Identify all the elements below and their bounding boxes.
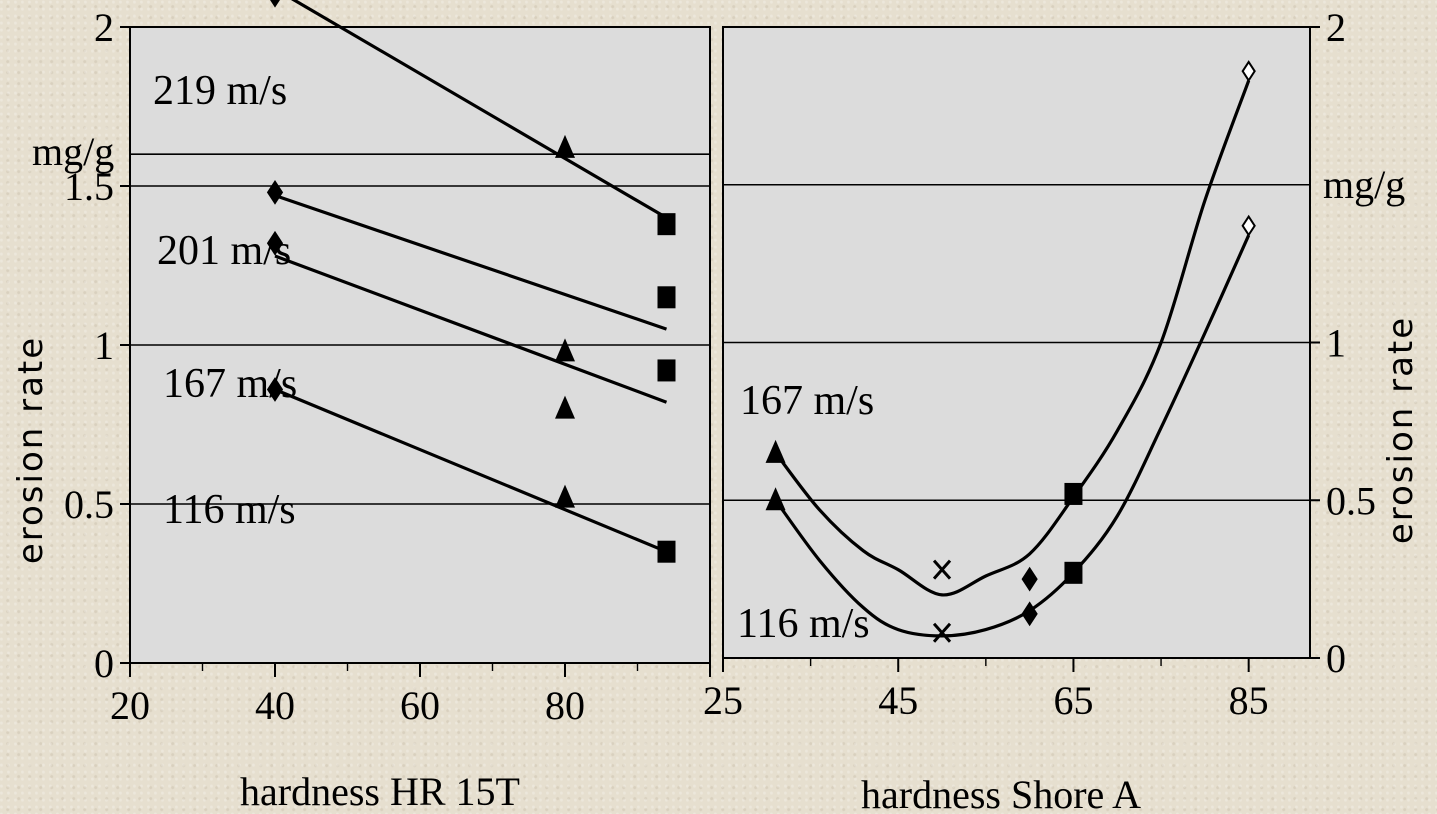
left-series-2-point-2: [657, 359, 676, 382]
left-y-tick-label: 2: [94, 5, 114, 50]
right-x-tick-label: 85: [1229, 678, 1269, 723]
right-series-label-116: 116 m/s: [737, 601, 870, 647]
left-gridlines: [130, 153, 710, 505]
right-y-tick-label: 0.5: [1326, 478, 1376, 523]
right-series-0-point-1: [932, 559, 952, 580]
left-series-2-point-0: [266, 230, 284, 256]
right-y-axis-title: erosion rate: [1381, 316, 1421, 544]
left-y-tick-label: 1: [94, 323, 114, 368]
left-series-0-point-1: [555, 134, 575, 158]
right-x-axis-title: hardness Shore A: [861, 772, 1141, 814]
right-series-1-point-5: [1241, 214, 1256, 237]
left-series-3-point-1: [555, 484, 575, 508]
right-series-0-point-0: [765, 439, 786, 463]
left-y-unit: mg/g: [32, 129, 114, 174]
right-x-tick-label: 45: [878, 678, 918, 723]
right-series-0-point-2: [1064, 482, 1083, 505]
right-axis-ticks: [722, 26, 1320, 672]
right-y-tick-label: 1: [1326, 321, 1346, 366]
left-y-tick-label: 0: [94, 641, 114, 686]
left-y-tick-label: 0.5: [64, 482, 114, 527]
right-y-tick-label: 2: [1326, 5, 1346, 50]
left-x-axis-title: hardness HR 15T: [240, 769, 520, 814]
left-series-line-2: [274, 254, 668, 404]
left-series-3-point-0: [266, 377, 284, 402]
left-chart-panel: 0 0.5 1 1.5 2 20 40 60 80 hardness HR 15T erosio…: [11, 0, 711, 814]
left-x-tick-label: 20: [110, 683, 150, 728]
left-series-1-point-1: [555, 338, 575, 362]
left-tick-labels: 0 0.5 1 1.5 2 20 40 60 80: [64, 5, 585, 728]
left-series-group: [266, 0, 676, 563]
left-series-3-point-2: [657, 540, 676, 563]
left-series-label-116: 116 m/s: [163, 487, 296, 533]
right-x-tick-label: 65: [1053, 678, 1093, 723]
right-y-tick-label: 0: [1326, 636, 1346, 681]
right-series-1-point-2: [1021, 566, 1038, 592]
left-series-1-point-2: [657, 286, 676, 309]
right-series-1-point-0: [765, 487, 786, 511]
left-x-tick-label: 80: [545, 683, 585, 728]
right-series-1-point-3: [1021, 601, 1038, 627]
right-series-line-0: [774, 80, 1251, 597]
left-series-0-point-0: [270, 0, 280, 8]
right-chart-panel: 0 0.5 1 2 25 45 65 85 hardness Shore A erosion …: [703, 5, 1421, 814]
right-series-0-point-3: [1241, 60, 1256, 83]
left-series-label-219: 219 m/s: [153, 68, 287, 114]
right-gridlines: [723, 183, 1310, 502]
left-axis-ticks: [120, 26, 711, 677]
right-series-1-point-4: [1064, 561, 1083, 584]
right-series-1-point-1: [932, 622, 952, 643]
right-series-group: [765, 60, 1256, 643]
right-y-unit: mg/g: [1323, 162, 1405, 207]
left-y-axis-title: erosion rate: [11, 336, 51, 564]
left-series-label-201: 201 m/s: [157, 228, 291, 274]
left-series-1-point-0: [266, 179, 284, 205]
left-series-2-point-1: [555, 395, 575, 419]
right-x-tick-label: 25: [703, 678, 743, 723]
left-series-line-1: [274, 194, 668, 331]
left-series-line-0: [290, 0, 668, 220]
left-y-tick-label: 1.5: [64, 164, 114, 209]
left-series-line-3: [274, 388, 668, 554]
left-series-label-167: 167 m/s: [163, 361, 297, 407]
left-series-0-point-2: [657, 213, 676, 236]
left-x-tick-label: 60: [400, 683, 440, 728]
right-tick-labels: 0 0.5 1 2 25 45 65 85: [703, 5, 1376, 723]
left-x-tick-label: 40: [255, 683, 295, 728]
right-series-label-167: 167 m/s: [740, 378, 874, 424]
